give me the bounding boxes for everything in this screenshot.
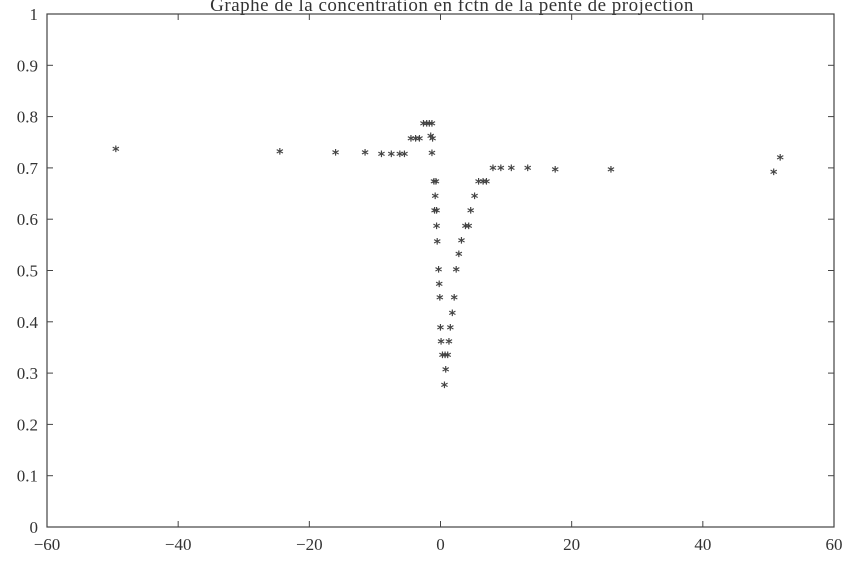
data-point: *: [387, 149, 395, 165]
data-point: *: [497, 163, 505, 179]
data-point: *: [479, 176, 487, 192]
data-point: *: [461, 221, 469, 237]
data-point: *: [466, 206, 474, 222]
data-point: *: [769, 167, 777, 183]
data-point: *: [331, 148, 339, 164]
data-point: *: [445, 336, 453, 352]
data-point: *: [507, 163, 515, 179]
y-tick-label: 0.8: [17, 108, 38, 127]
y-tick-label: 0.3: [17, 364, 38, 383]
data-point: *: [470, 191, 478, 207]
chart-title: Graphe de la concentration en fctn de la…: [210, 0, 694, 16]
x-tick-label: −20: [296, 535, 323, 554]
data-point: *: [415, 134, 423, 150]
data-point: *: [432, 206, 440, 222]
data-point: *: [426, 131, 434, 147]
y-tick-label: 0.2: [17, 415, 38, 434]
data-point: *: [524, 163, 532, 179]
y-tick-label: 0.5: [17, 262, 38, 281]
data-point: *: [452, 265, 460, 281]
data-point: *: [396, 149, 404, 165]
data-point: *: [440, 380, 448, 396]
data-point: *: [428, 134, 436, 150]
x-tick-label: −60: [34, 535, 61, 554]
data-point: *: [436, 293, 444, 309]
data-point: *: [419, 118, 427, 134]
y-tick-label: 0: [30, 518, 39, 537]
data-point: *: [400, 149, 408, 165]
y-tick-label: 0.9: [17, 56, 38, 75]
data-point: *: [551, 164, 559, 180]
data-point: *: [441, 350, 449, 366]
data-point: *: [450, 293, 458, 309]
data-point: *: [423, 118, 431, 134]
data-point: *: [446, 322, 454, 338]
data-point: *: [428, 118, 436, 134]
data-point: *: [448, 308, 456, 324]
data-point: *: [442, 365, 450, 381]
data-point: *: [112, 144, 120, 160]
data-point: *: [776, 153, 784, 169]
data-point: *: [411, 134, 419, 150]
data-points: * * * * * * **********************************…: [112, 118, 785, 396]
data-point: *: [425, 118, 433, 134]
data-point: *: [464, 221, 472, 237]
data-point: *: [443, 350, 451, 366]
x-tick-label: −40: [165, 535, 192, 554]
data-point: *: [438, 350, 446, 366]
data-point: *: [436, 322, 444, 338]
data-point: *: [432, 221, 440, 237]
data-point: *: [489, 163, 497, 179]
y-axis: 0 0.1 0.2 0.3 0.4 0.5 0.6 0.7 0.8 0.9 1: [17, 5, 834, 537]
data-point: *: [434, 265, 442, 281]
data-point: *: [377, 149, 385, 165]
data-point: *: [435, 279, 443, 295]
data-point: *: [431, 191, 439, 207]
y-tick-label: 0.6: [17, 210, 38, 229]
data-point: *: [433, 236, 441, 252]
data-point: *: [430, 206, 438, 222]
data-point: *: [474, 176, 482, 192]
x-axis: −60 −40 −20 0 20 40 60: [34, 14, 843, 554]
data-point: *: [457, 235, 465, 251]
data-point: *: [430, 176, 438, 192]
data-point: *: [437, 336, 445, 352]
data-point: *: [407, 134, 415, 150]
data-point: *: [482, 176, 490, 192]
y-tick-label: 0.7: [17, 159, 39, 178]
data-point: *: [428, 148, 436, 164]
data-point: *: [607, 164, 615, 180]
x-tick-label: 60: [826, 535, 843, 554]
data-point: *: [432, 176, 440, 192]
y-tick-label: 1: [30, 5, 39, 24]
x-tick-label: 40: [694, 535, 711, 554]
x-tick-label: 20: [563, 535, 580, 554]
data-point: *: [276, 147, 284, 163]
data-point: *: [455, 249, 463, 265]
y-tick-label: 0.4: [17, 313, 39, 332]
x-tick-label: 0: [436, 535, 445, 554]
data-point: *: [361, 148, 369, 164]
y-tick-label: 0.1: [17, 467, 38, 486]
